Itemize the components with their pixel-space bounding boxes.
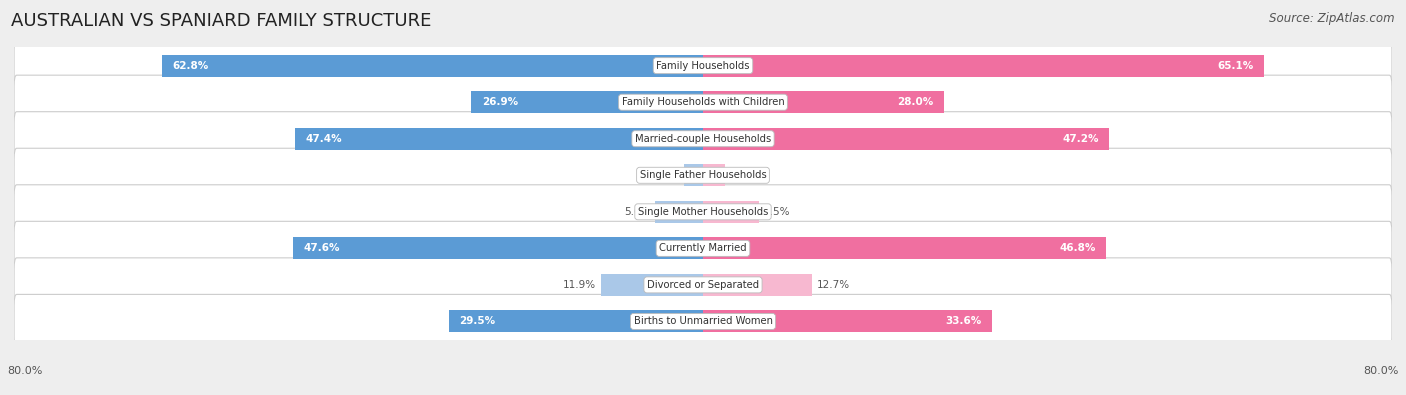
Text: 62.8%: 62.8% <box>173 61 208 71</box>
Text: 46.8%: 46.8% <box>1059 243 1095 253</box>
Bar <box>600 274 703 296</box>
Text: 2.5%: 2.5% <box>728 170 755 180</box>
Bar <box>655 201 703 223</box>
Bar <box>162 55 703 77</box>
Text: 11.9%: 11.9% <box>562 280 596 290</box>
FancyBboxPatch shape <box>14 148 1392 202</box>
FancyBboxPatch shape <box>14 185 1392 239</box>
FancyBboxPatch shape <box>14 75 1392 129</box>
Bar <box>471 91 703 113</box>
Bar <box>703 310 993 332</box>
Text: 5.6%: 5.6% <box>624 207 651 217</box>
FancyBboxPatch shape <box>14 112 1392 166</box>
Text: 47.6%: 47.6% <box>304 243 340 253</box>
Text: Currently Married: Currently Married <box>659 243 747 253</box>
Bar <box>685 164 703 186</box>
Bar <box>703 274 813 296</box>
Text: 12.7%: 12.7% <box>817 280 849 290</box>
Text: Births to Unmarried Women: Births to Unmarried Women <box>634 316 772 326</box>
Bar <box>703 128 1109 150</box>
Bar <box>703 55 1264 77</box>
Text: 29.5%: 29.5% <box>460 316 495 326</box>
Text: 28.0%: 28.0% <box>897 97 934 107</box>
FancyBboxPatch shape <box>14 294 1392 348</box>
Text: 65.1%: 65.1% <box>1218 61 1253 71</box>
Text: AUSTRALIAN VS SPANIARD FAMILY STRUCTURE: AUSTRALIAN VS SPANIARD FAMILY STRUCTURE <box>11 12 432 30</box>
Text: Divorced or Separated: Divorced or Separated <box>647 280 759 290</box>
Text: Single Mother Households: Single Mother Households <box>638 207 768 217</box>
Bar <box>292 237 703 259</box>
FancyBboxPatch shape <box>14 39 1392 93</box>
Text: Family Households: Family Households <box>657 61 749 71</box>
FancyBboxPatch shape <box>14 221 1392 275</box>
Bar <box>703 237 1107 259</box>
Bar <box>703 201 759 223</box>
Text: 2.2%: 2.2% <box>654 170 679 180</box>
Text: 26.9%: 26.9% <box>482 97 517 107</box>
Bar <box>449 310 703 332</box>
Text: Source: ZipAtlas.com: Source: ZipAtlas.com <box>1270 12 1395 25</box>
Text: 80.0%: 80.0% <box>1364 366 1399 376</box>
Text: 47.4%: 47.4% <box>305 134 342 144</box>
Bar <box>703 164 724 186</box>
Bar <box>703 91 945 113</box>
Bar <box>295 128 703 150</box>
Text: 47.2%: 47.2% <box>1063 134 1099 144</box>
FancyBboxPatch shape <box>14 258 1392 312</box>
Text: 80.0%: 80.0% <box>7 366 42 376</box>
Text: Married-couple Households: Married-couple Households <box>636 134 770 144</box>
Text: Family Households with Children: Family Households with Children <box>621 97 785 107</box>
Text: 33.6%: 33.6% <box>946 316 981 326</box>
Text: 6.5%: 6.5% <box>763 207 790 217</box>
Text: Single Father Households: Single Father Households <box>640 170 766 180</box>
